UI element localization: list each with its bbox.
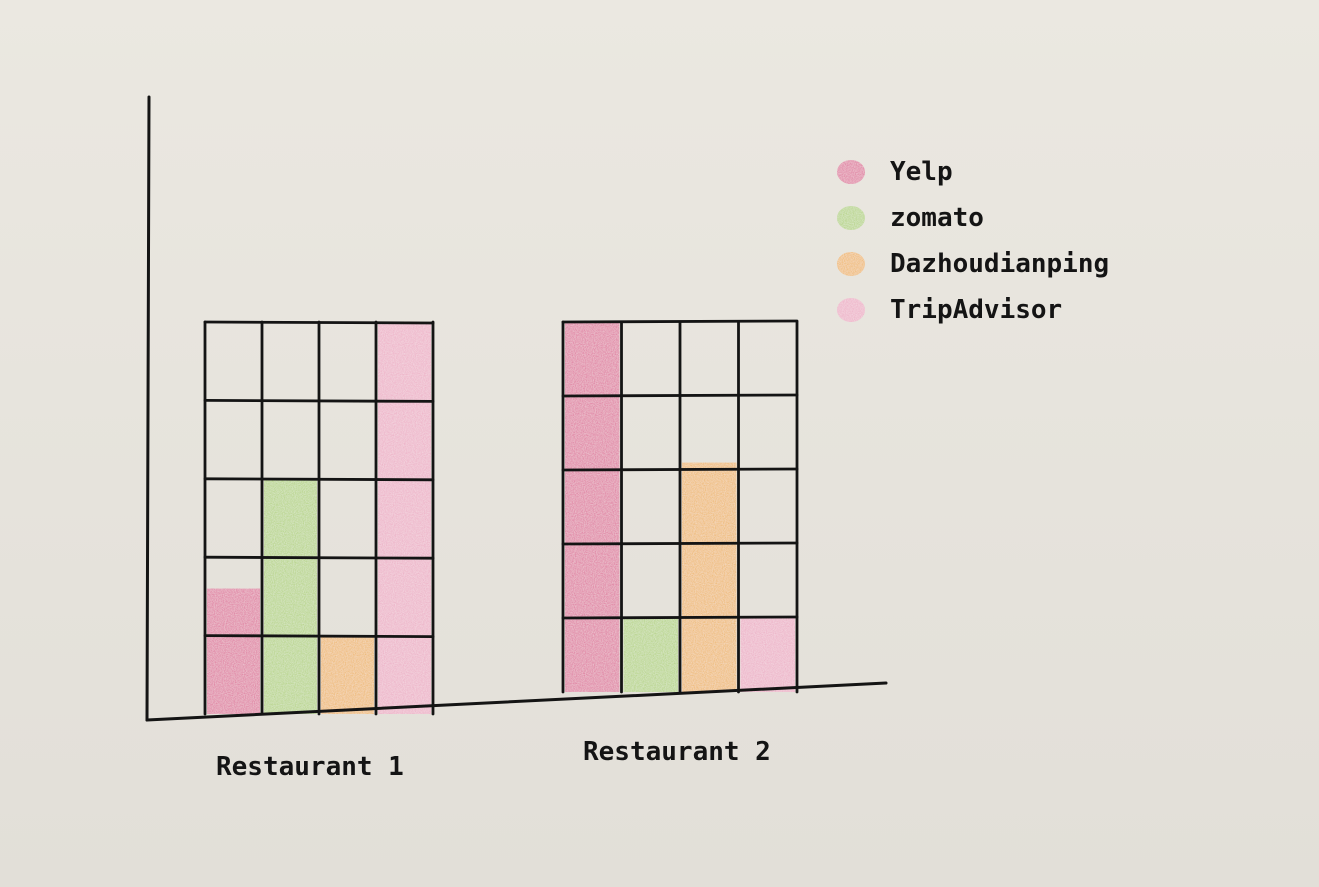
legend-swatch-zomato — [837, 206, 865, 230]
group-2-gridline-horizontal — [561, 393, 799, 398]
category-label: Restaurant 2 — [583, 737, 771, 767]
bar-group-2-tripadvisor — [740, 618, 795, 692]
axes-layer — [145, 95, 888, 722]
grid-layer — [203, 319, 799, 716]
legend: Yelp zomato Dazhoudianping TripAdvisor — [837, 157, 1109, 325]
legend-label-yelp: Yelp — [890, 157, 953, 187]
legend-label-zomato: zomato — [890, 203, 984, 233]
group-2-gridline-horizontal — [561, 319, 799, 324]
group-1-gridline-horizontal — [203, 477, 435, 482]
legend-label-tripadvisor: TripAdvisor — [890, 295, 1062, 325]
legend-swatch-dazhoudianping — [837, 252, 865, 276]
x-axis — [145, 681, 888, 722]
legend-label-dazhoudianping: Dazhoudianping — [890, 249, 1109, 279]
group-1-gridline-horizontal — [203, 555, 435, 560]
group-2-gridline-horizontal — [561, 615, 799, 620]
bar-group-1-yelp — [207, 588, 260, 714]
bar-group-2-yelp — [565, 322, 620, 692]
group-2-gridline-horizontal — [561, 541, 799, 546]
bars-layer — [207, 322, 795, 714]
bar-group-1-dazhoudianping — [321, 635, 374, 714]
group-1-gridline-horizontal — [203, 398, 435, 403]
group-1-gridline-horizontal — [203, 634, 435, 638]
bar-group-1-tripadvisor — [378, 322, 431, 714]
group-1-gridline-horizontal — [203, 320, 435, 325]
category-label: Restaurant 1 — [216, 752, 404, 782]
bar-group-2-zomato — [623, 618, 678, 692]
bar-group-1-zomato — [264, 478, 317, 714]
y-axis — [145, 95, 151, 722]
bar-group-2-dazhoudianping — [682, 462, 737, 692]
legend-swatch-yelp — [837, 160, 865, 184]
legend-swatch-tripadvisor — [837, 298, 865, 322]
labels-layer: Restaurant 1 Restaurant 2 — [216, 737, 771, 782]
group-2-gridline-horizontal — [561, 467, 799, 472]
